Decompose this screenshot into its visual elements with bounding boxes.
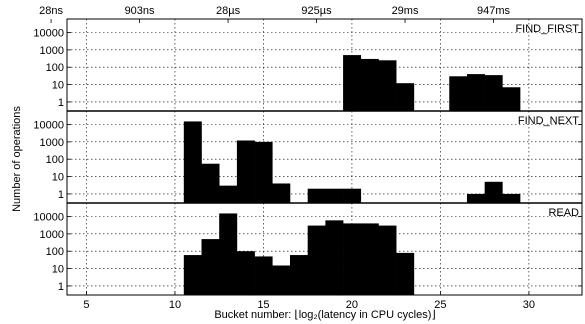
x-tick-label: 30 xyxy=(523,299,535,311)
panel-title: READ xyxy=(548,207,579,219)
bar-find-next-bucket-28 xyxy=(484,181,503,203)
top-tick-label: 947ms xyxy=(477,5,511,17)
top-axis: 28ns 903ns 28µs 925µs 29ms 947ms xyxy=(39,5,511,23)
top-tick-label: 28µs xyxy=(216,5,241,17)
y-tick-label: 10000 xyxy=(33,212,64,224)
bar-read-bucket-21 xyxy=(360,223,379,295)
y-tick-label: 10 xyxy=(52,80,64,92)
bar-find-next-bucket-12 xyxy=(201,163,220,203)
bar-read-bucket-22 xyxy=(378,225,397,295)
bar-find-next-bucket-16 xyxy=(272,183,291,203)
y-tick-label: 10 xyxy=(52,264,64,276)
y-tick-label: 1000 xyxy=(40,229,64,241)
panels: 1 10 100 1000 10000 FIND_FIRST 1 10 100 1000 10000… xyxy=(33,18,583,296)
top-tick-label: 925µs xyxy=(301,5,332,17)
bar-find-next-bucket-11 xyxy=(183,121,202,203)
y-tick-label: 10 xyxy=(52,172,64,184)
y-tick-label: 100 xyxy=(46,246,64,258)
bar-find-next-bucket-20 xyxy=(343,188,362,203)
bar-find-first-bucket-28 xyxy=(484,75,503,111)
bar-find-next-bucket-29 xyxy=(502,193,521,203)
bar-find-next-bucket-14 xyxy=(236,140,255,203)
y-tick-label: 1 xyxy=(58,281,64,293)
y-tick-label: 1 xyxy=(58,189,64,201)
y-tick-label: 1 xyxy=(58,97,64,109)
bar-read-bucket-18 xyxy=(307,225,326,295)
bar-find-next-bucket-27 xyxy=(466,193,485,203)
x-tick-label: 15 xyxy=(257,299,269,311)
x-tick-label: 25 xyxy=(434,299,446,311)
bar-read-bucket-16 xyxy=(272,265,291,295)
bar-read-bucket-20 xyxy=(343,223,362,295)
bar-read-bucket-12 xyxy=(201,239,220,295)
bar-read-bucket-15 xyxy=(254,256,273,295)
x-tick-label: 5 xyxy=(83,299,89,311)
bar-find-first-bucket-26 xyxy=(449,76,468,111)
top-tick-label: 29ms xyxy=(392,5,419,17)
panel-find-first: 1 10 100 1000 10000 FIND_FIRST xyxy=(33,18,583,112)
bar-find-next-bucket-13 xyxy=(219,185,238,203)
top-tick-label: 28ns xyxy=(39,5,63,17)
y-tick-label: 10000 xyxy=(33,120,64,132)
panel-read: 1 10 100 1000 10000 READ xyxy=(33,202,583,296)
bar-read-bucket-19 xyxy=(325,220,344,295)
bar-find-first-bucket-20 xyxy=(343,55,362,111)
bar-read-bucket-14 xyxy=(236,251,255,295)
bar-read-bucket-11 xyxy=(183,255,202,295)
bar-find-next-bucket-19 xyxy=(325,188,344,203)
bar-find-first-bucket-22 xyxy=(378,60,397,111)
bar-find-first-bucket-21 xyxy=(360,58,379,111)
bar-find-first-bucket-27 xyxy=(466,74,485,111)
bar-find-first-bucket-29 xyxy=(502,87,521,111)
bar-find-first-bucket-23 xyxy=(396,83,415,111)
x-tick-label: 20 xyxy=(346,299,358,311)
y-tick-label: 100 xyxy=(46,62,64,74)
bar-find-next-bucket-18 xyxy=(307,188,326,203)
y-tick-label: 1000 xyxy=(40,45,64,57)
bar-find-next-bucket-15 xyxy=(254,141,273,203)
y-tick-label: 1000 xyxy=(40,137,64,149)
bottom-axis: 5 10 15 20 25 30 xyxy=(83,291,535,311)
y-axis-label: Number of operations xyxy=(11,106,23,212)
x-axis-label: Bucket number: ⌊log₂(latency in CPU cycl… xyxy=(214,309,435,321)
y-tick-label: 10000 xyxy=(33,28,64,40)
bar-read-bucket-13 xyxy=(219,213,238,295)
panel-title: FIND_FIRST xyxy=(515,23,579,35)
y-tick-label: 100 xyxy=(46,154,64,166)
bar-read-bucket-23 xyxy=(396,252,415,295)
panel-find-next: 1 10 100 1000 10000 FIND_NEXT xyxy=(33,110,583,204)
x-tick-label: 10 xyxy=(169,299,181,311)
panel-title: FIND_NEXT xyxy=(518,115,579,127)
top-tick-label: 903ns xyxy=(125,5,155,17)
bar-read-bucket-17 xyxy=(289,255,308,295)
